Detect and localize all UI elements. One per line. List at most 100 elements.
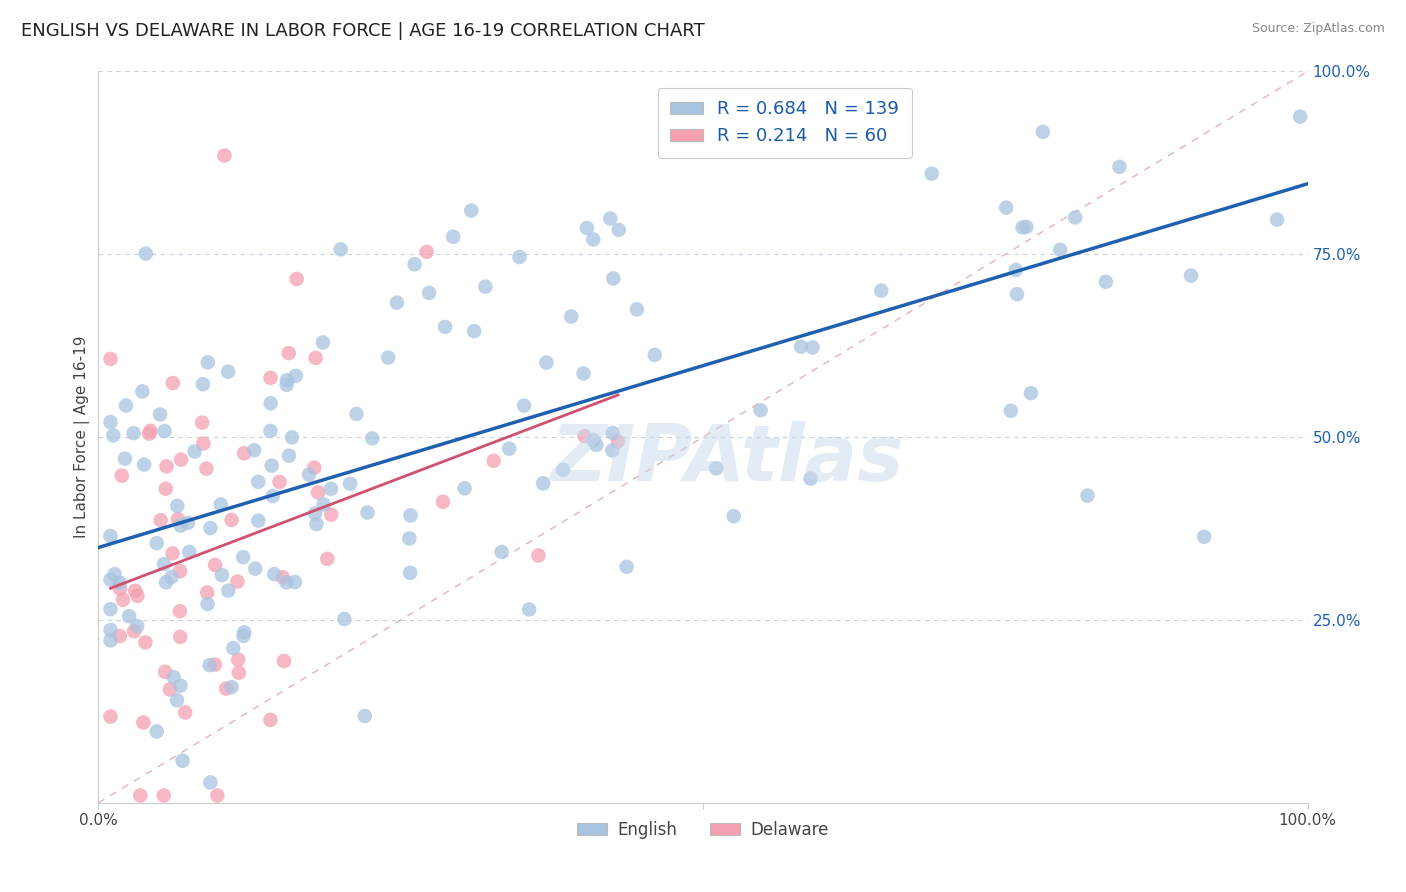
Point xyxy=(160,570,183,584)
Point xyxy=(305,351,328,365)
Point xyxy=(582,433,605,447)
Point xyxy=(169,630,191,644)
Point xyxy=(228,665,250,680)
Point xyxy=(704,461,727,475)
Point xyxy=(177,516,200,530)
Point xyxy=(127,619,149,633)
Point xyxy=(269,475,291,489)
Point xyxy=(209,498,232,512)
Point xyxy=(995,201,1018,215)
Point xyxy=(600,443,623,458)
Point xyxy=(169,564,191,578)
Point xyxy=(193,436,215,450)
Point xyxy=(277,346,299,360)
Point xyxy=(108,629,131,643)
Point xyxy=(1005,287,1028,301)
Point xyxy=(200,775,222,789)
Text: ZIPAtlas: ZIPAtlas xyxy=(550,421,904,497)
Point xyxy=(167,512,190,526)
Point xyxy=(602,271,624,285)
Legend: English, Delaware: English, Delaware xyxy=(571,814,835,846)
Point xyxy=(153,557,176,571)
Point xyxy=(879,140,901,154)
Point xyxy=(304,507,326,521)
Point xyxy=(574,429,596,443)
Point xyxy=(100,415,122,429)
Point xyxy=(179,545,201,559)
Point xyxy=(100,602,122,616)
Point xyxy=(626,302,648,317)
Point xyxy=(132,715,155,730)
Point xyxy=(135,246,157,260)
Point xyxy=(333,612,356,626)
Point xyxy=(259,371,281,385)
Point xyxy=(162,546,184,560)
Point xyxy=(1192,530,1215,544)
Point xyxy=(319,482,342,496)
Point xyxy=(644,348,666,362)
Point xyxy=(104,567,127,582)
Point xyxy=(307,485,329,500)
Point xyxy=(132,458,155,472)
Point xyxy=(211,568,233,582)
Point xyxy=(122,426,145,441)
Point xyxy=(1095,275,1118,289)
Point xyxy=(191,416,214,430)
Point xyxy=(100,623,122,637)
Point xyxy=(243,443,266,458)
Point xyxy=(100,351,122,366)
Point xyxy=(346,407,368,421)
Point xyxy=(498,442,520,456)
Point xyxy=(127,589,149,603)
Point xyxy=(491,545,513,559)
Point xyxy=(197,597,219,611)
Point xyxy=(474,279,496,293)
Point xyxy=(174,706,197,720)
Point xyxy=(1064,211,1087,225)
Point xyxy=(115,399,138,413)
Point xyxy=(398,532,420,546)
Point xyxy=(616,559,638,574)
Point xyxy=(273,654,295,668)
Point xyxy=(560,310,582,324)
Point xyxy=(749,403,772,417)
Point xyxy=(1289,110,1312,124)
Point xyxy=(108,575,131,590)
Point xyxy=(221,513,243,527)
Point xyxy=(245,561,267,575)
Point xyxy=(124,583,146,598)
Point xyxy=(607,223,630,237)
Point xyxy=(404,257,426,271)
Point xyxy=(204,558,226,572)
Point xyxy=(214,148,236,162)
Point xyxy=(195,461,218,475)
Point xyxy=(153,665,176,679)
Point xyxy=(305,517,328,532)
Point xyxy=(418,285,440,300)
Point xyxy=(284,575,307,590)
Point xyxy=(281,430,304,444)
Point xyxy=(1049,243,1071,257)
Point xyxy=(463,324,485,338)
Point xyxy=(108,582,131,596)
Point xyxy=(153,789,176,803)
Point xyxy=(100,709,122,723)
Point xyxy=(434,319,457,334)
Point xyxy=(582,232,605,246)
Point xyxy=(149,513,172,527)
Point xyxy=(312,335,335,350)
Point xyxy=(599,211,621,226)
Point xyxy=(790,340,813,354)
Point xyxy=(284,368,307,383)
Point xyxy=(159,682,181,697)
Point xyxy=(361,431,384,445)
Point xyxy=(870,284,893,298)
Point xyxy=(415,244,437,259)
Point xyxy=(551,463,574,477)
Point xyxy=(1032,125,1054,139)
Point xyxy=(801,341,824,355)
Point xyxy=(131,384,153,399)
Point xyxy=(103,428,125,442)
Point xyxy=(304,460,326,475)
Point xyxy=(153,424,176,438)
